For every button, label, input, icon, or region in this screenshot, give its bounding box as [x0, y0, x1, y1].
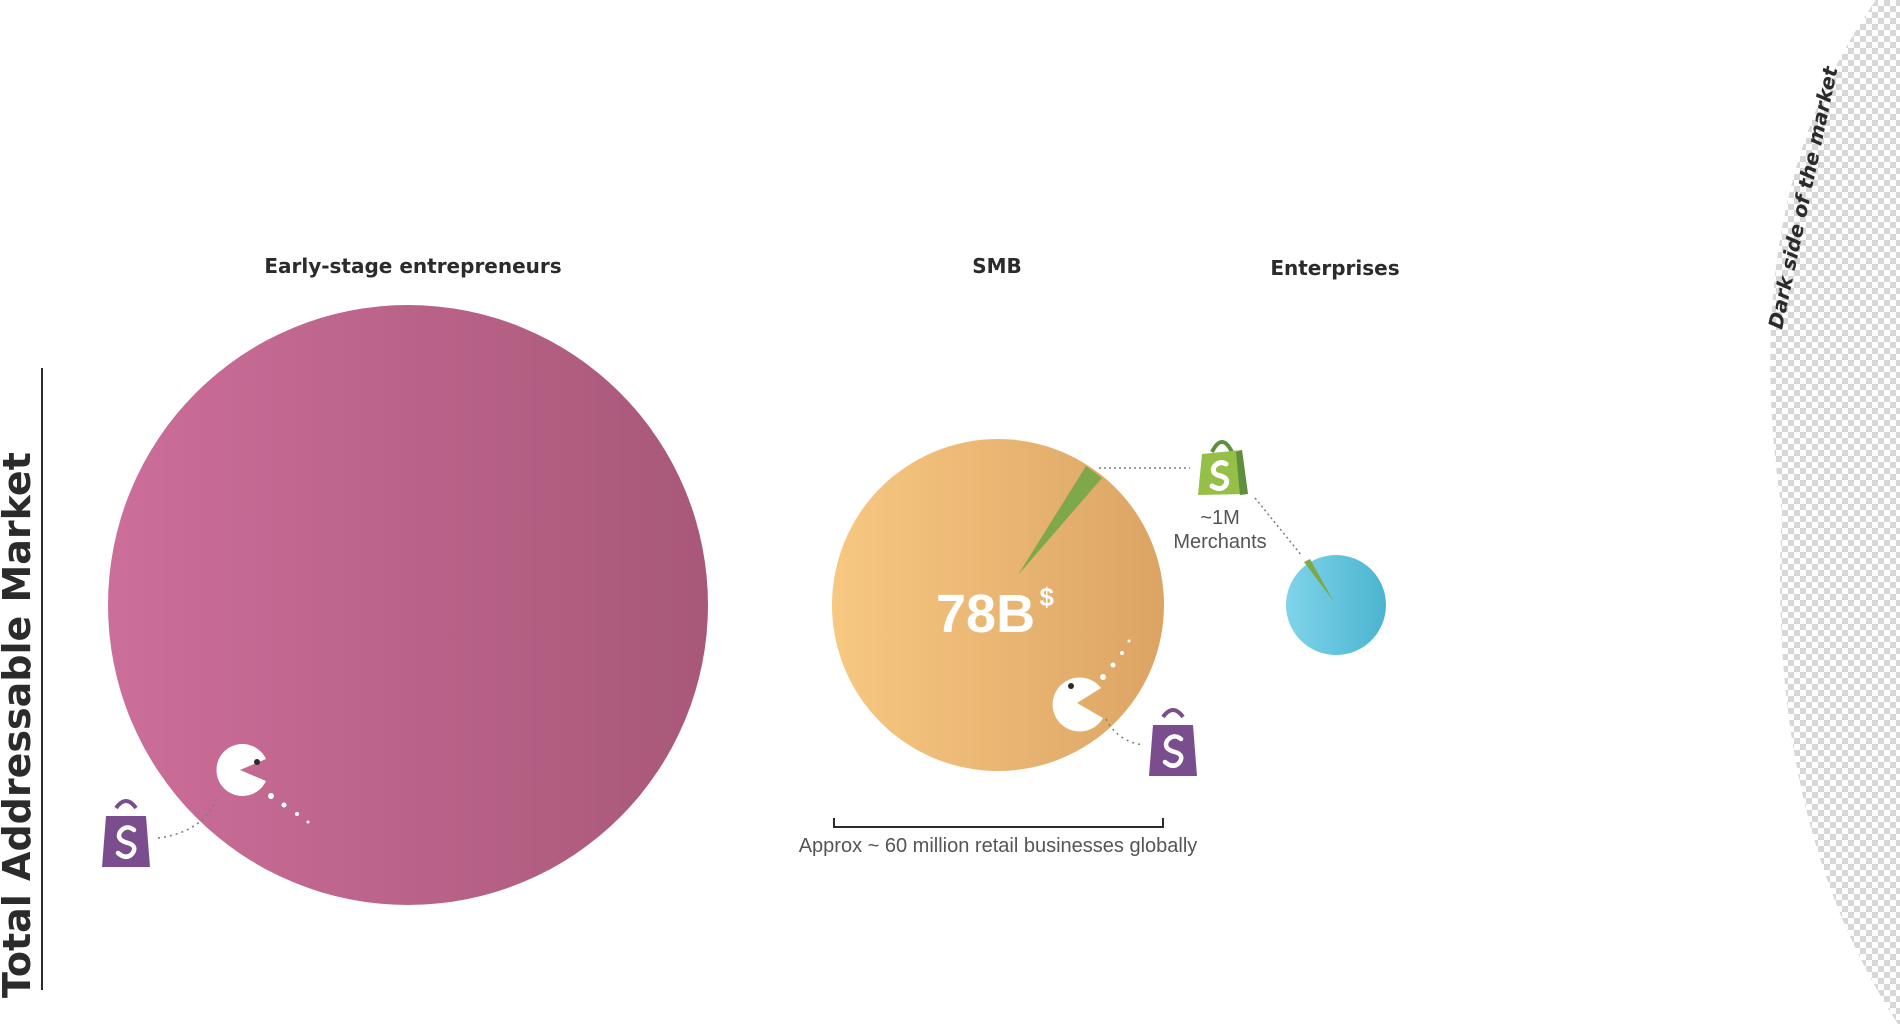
segment-label-smb: SMB	[972, 254, 1022, 278]
purple-shopping-bag-icon	[1149, 708, 1197, 776]
pacman-eye	[254, 759, 260, 765]
pacman-dots	[252, 782, 310, 824]
enterprise-circle	[1286, 555, 1386, 655]
dark-side-region	[1770, 0, 1900, 1024]
competitor-connector	[1105, 718, 1145, 746]
pacman-eye	[1068, 683, 1074, 689]
bracket-caption: Approx ~ 60 million retail businesses gl…	[799, 835, 1198, 857]
enterprise-shopify-wedge	[1304, 559, 1334, 602]
segment-label-early: Early-stage entrepreneurs	[264, 254, 561, 278]
shopify-merchants-count: ~1M	[1200, 507, 1239, 529]
smb-bracket	[833, 818, 1164, 828]
pacman-icon	[216, 744, 266, 797]
early-stage-circle	[108, 305, 708, 905]
smb-shopify-wedge	[1018, 466, 1102, 575]
pacman-dots	[1088, 639, 1131, 693]
segment-label-enterprises: Enterprises	[1270, 256, 1399, 280]
shopify-merchants-label: Merchants	[1173, 531, 1266, 553]
smb-value: 78B $	[936, 582, 1055, 644]
purple-shopping-bag-icon	[102, 799, 150, 867]
axis-title: Total Addressable Market	[0, 452, 39, 998]
shopify-bag-icon	[1198, 440, 1248, 495]
